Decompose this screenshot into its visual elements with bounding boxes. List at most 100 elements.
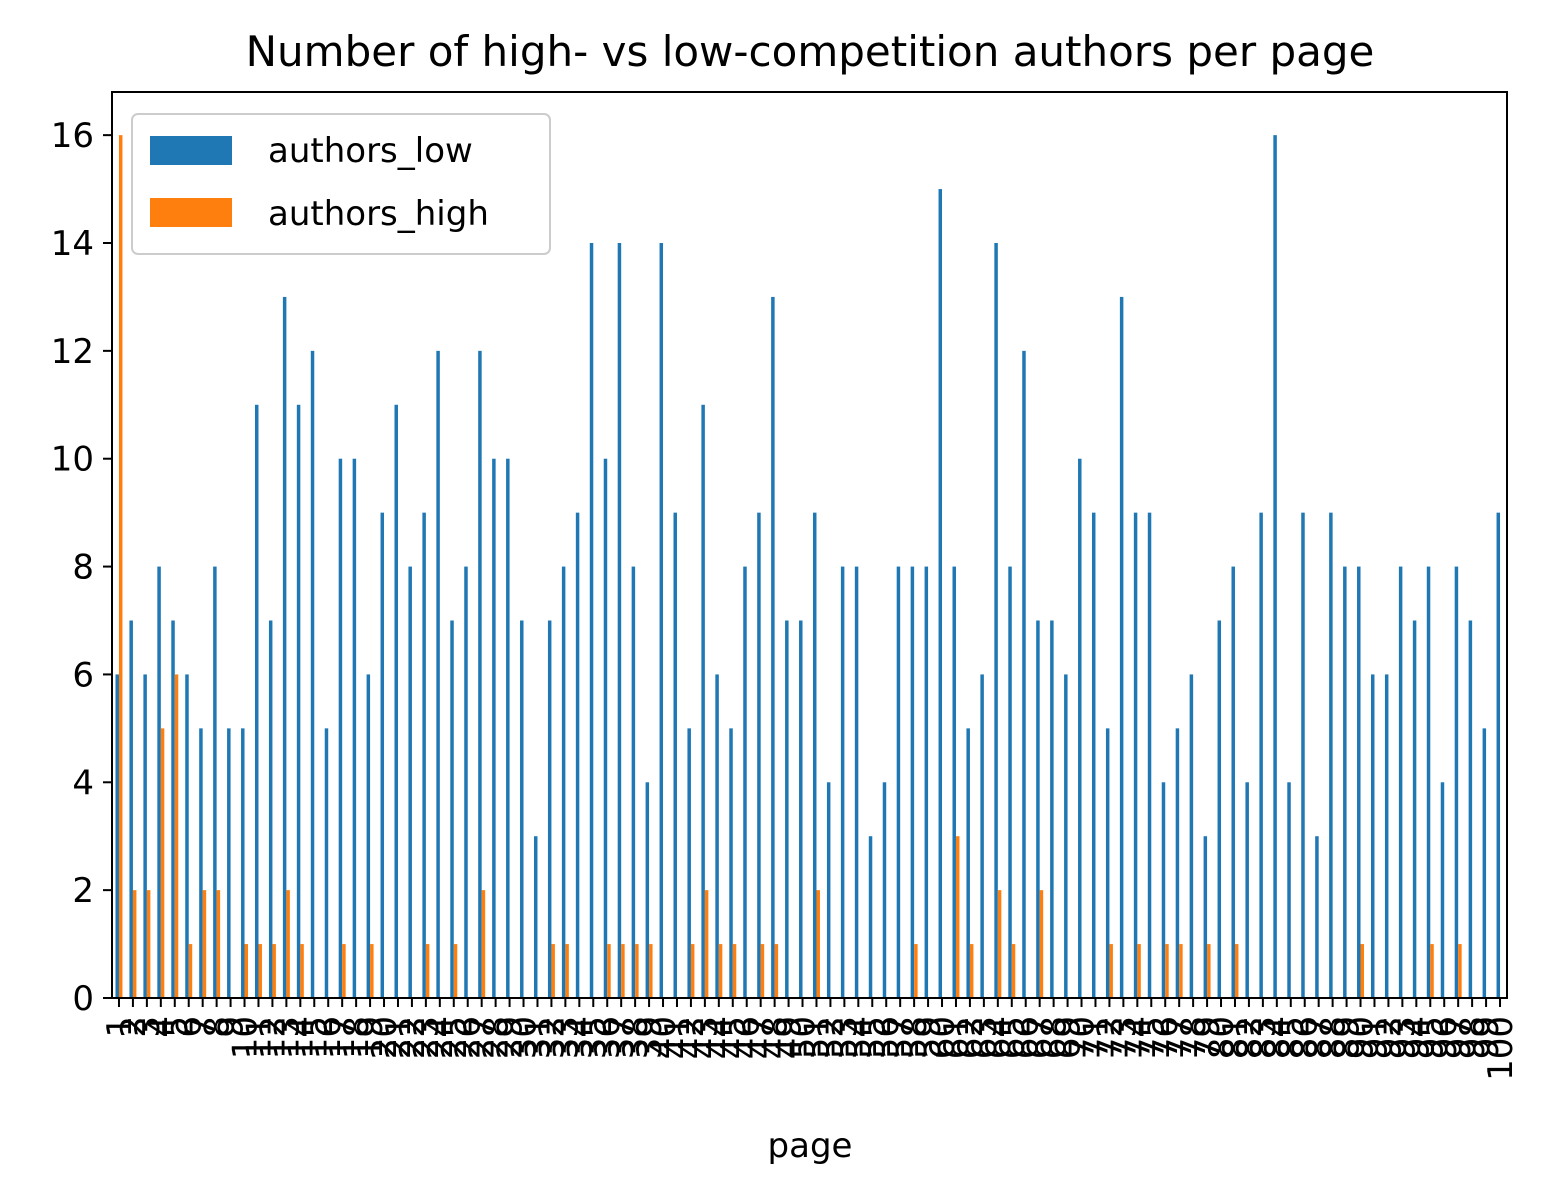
y-tick-label: 16 bbox=[51, 116, 94, 156]
x-tick-label: 96 bbox=[1425, 1016, 1465, 1059]
bar-authors-low-2 bbox=[129, 620, 133, 998]
bar-authors-high-79 bbox=[1207, 944, 1211, 998]
bar-authors-low-28 bbox=[492, 458, 496, 998]
bar-authors-low-53 bbox=[840, 566, 845, 998]
x-tick-label: 80 bbox=[1202, 1016, 1242, 1059]
x-tick-label: 16 bbox=[309, 1016, 349, 1059]
bar-authors-high-27 bbox=[481, 890, 486, 998]
x-tick-label: 12 bbox=[253, 1016, 293, 1059]
x-tick-label: 59 bbox=[909, 1016, 949, 1059]
x-tick-label: 10 bbox=[226, 1016, 266, 1059]
x-tick-label: 32 bbox=[532, 1016, 572, 1059]
bar-authors-high-48 bbox=[774, 944, 779, 998]
bar-authors-low-71 bbox=[1091, 512, 1096, 998]
bar-authors-low-73 bbox=[1119, 296, 1124, 998]
bar-authors-high-97 bbox=[1458, 944, 1462, 998]
x-tick-label: 30 bbox=[505, 1016, 545, 1059]
bar-authors-low-32 bbox=[547, 620, 552, 998]
x-tick-label: 89 bbox=[1328, 1016, 1368, 1059]
bar-authors-low-49 bbox=[785, 620, 789, 998]
x-tick-label: 23 bbox=[407, 1016, 447, 1059]
bar-authors-high-19 bbox=[370, 944, 374, 998]
bar-authors-low-4 bbox=[157, 566, 161, 998]
bar-authors-high-43 bbox=[704, 890, 709, 998]
x-tick-label: 60 bbox=[923, 1016, 963, 1059]
bar-authors-low-20 bbox=[380, 512, 385, 998]
x-tick-label: 33 bbox=[546, 1016, 586, 1059]
x-tick-label: 66 bbox=[1007, 1016, 1047, 1059]
x-tick-label: 93 bbox=[1383, 1016, 1423, 1059]
x-tick-label: 29 bbox=[491, 1016, 531, 1059]
x-tick-label: 39 bbox=[630, 1016, 670, 1059]
chart-title: Number of high- vs low-competition autho… bbox=[246, 27, 1375, 76]
x-tick-label: 84 bbox=[1258, 1016, 1298, 1059]
x-tick-label: 99 bbox=[1467, 1016, 1507, 1059]
bar-authors-low-81 bbox=[1231, 566, 1235, 998]
bar-authors-low-95 bbox=[1426, 566, 1431, 998]
bar-authors-low-87 bbox=[1315, 836, 1319, 998]
x-tick-label: 46 bbox=[728, 1016, 768, 1059]
x-tick-label: 51 bbox=[797, 1016, 837, 1059]
x-tick-label: 3 bbox=[128, 1016, 168, 1038]
bar-authors-low-58 bbox=[910, 566, 915, 998]
x-tick-label: 36 bbox=[588, 1016, 628, 1059]
x-tick-label: 20 bbox=[365, 1016, 405, 1059]
y-tick-label: 10 bbox=[51, 440, 94, 480]
bar-authors-low-85 bbox=[1287, 782, 1291, 998]
x-tick-label: 42 bbox=[672, 1016, 712, 1059]
x-tick-label: 64 bbox=[979, 1016, 1019, 1059]
bar-authors-low-11 bbox=[254, 404, 259, 998]
x-tick-label: 67 bbox=[1021, 1016, 1061, 1059]
bar-authors-low-69 bbox=[1064, 674, 1068, 998]
bar-authors-high-8 bbox=[216, 890, 221, 998]
bar-authors-high-25 bbox=[453, 944, 458, 998]
bar-authors-high-23 bbox=[425, 944, 430, 998]
x-tick-label: 77 bbox=[1160, 1016, 1200, 1059]
y-axis: 0 2 4 6 8 10 12 14 16 bbox=[51, 116, 112, 1019]
bar-authors-low-14 bbox=[296, 404, 301, 998]
legend-box bbox=[131, 113, 551, 255]
x-tick-label: 79 bbox=[1188, 1016, 1228, 1059]
bar-authors-low-10 bbox=[241, 728, 245, 998]
y-tick-label: 2 bbox=[72, 871, 94, 911]
bar-authors-low-48 bbox=[771, 296, 775, 998]
x-tick-label: 27 bbox=[463, 1016, 503, 1059]
bar-authors-high-1 bbox=[118, 135, 123, 999]
bar-authors-low-37 bbox=[617, 243, 622, 998]
bar-authors-low-46 bbox=[743, 566, 747, 998]
x-tick-label: 13 bbox=[267, 1016, 307, 1059]
bar-authors-high-44 bbox=[718, 944, 723, 998]
bar-authors-low-64 bbox=[994, 243, 998, 998]
bar-authors-high-51 bbox=[816, 890, 820, 998]
legend-swatch-authors-low bbox=[150, 136, 232, 165]
bar-authors-low-70 bbox=[1078, 458, 1082, 998]
bar-authors-low-79 bbox=[1203, 836, 1208, 998]
x-tick-label: 73 bbox=[1104, 1016, 1144, 1059]
x-tick-label: 74 bbox=[1118, 1016, 1158, 1059]
bar-authors-high-74 bbox=[1137, 944, 1141, 998]
bar-authors-high-61 bbox=[955, 836, 960, 998]
legend-label-authors-high: authors_high bbox=[268, 194, 489, 234]
bar-authors-low-65 bbox=[1008, 566, 1012, 998]
x-tick-label: 41 bbox=[658, 1016, 698, 1059]
bar-authors-high-77 bbox=[1179, 944, 1183, 998]
bar-authors-low-100 bbox=[1496, 512, 1501, 998]
bar-authors-low-74 bbox=[1133, 512, 1138, 998]
bar-authors-high-7 bbox=[202, 890, 207, 998]
bar-authors-low-5 bbox=[171, 620, 175, 998]
bar-authors-low-29 bbox=[506, 458, 510, 998]
bar-authors-low-62 bbox=[966, 728, 970, 998]
bar-authors-low-30 bbox=[520, 620, 524, 998]
x-tick-label: 48 bbox=[756, 1016, 796, 1059]
x-tick-label: 71 bbox=[1076, 1016, 1116, 1059]
bar-authors-high-4 bbox=[160, 728, 165, 998]
x-tick-label: 40 bbox=[644, 1016, 684, 1059]
legend-label-authors-low: authors_low bbox=[268, 131, 473, 171]
x-tick-label: 15 bbox=[295, 1016, 335, 1059]
bar-authors-low-96 bbox=[1440, 782, 1445, 998]
bar-authors-high-2 bbox=[132, 890, 137, 998]
x-tick-label: 38 bbox=[616, 1016, 656, 1059]
x-tick-label: 90 bbox=[1342, 1016, 1382, 1059]
bar-authors-high-10 bbox=[244, 944, 249, 998]
